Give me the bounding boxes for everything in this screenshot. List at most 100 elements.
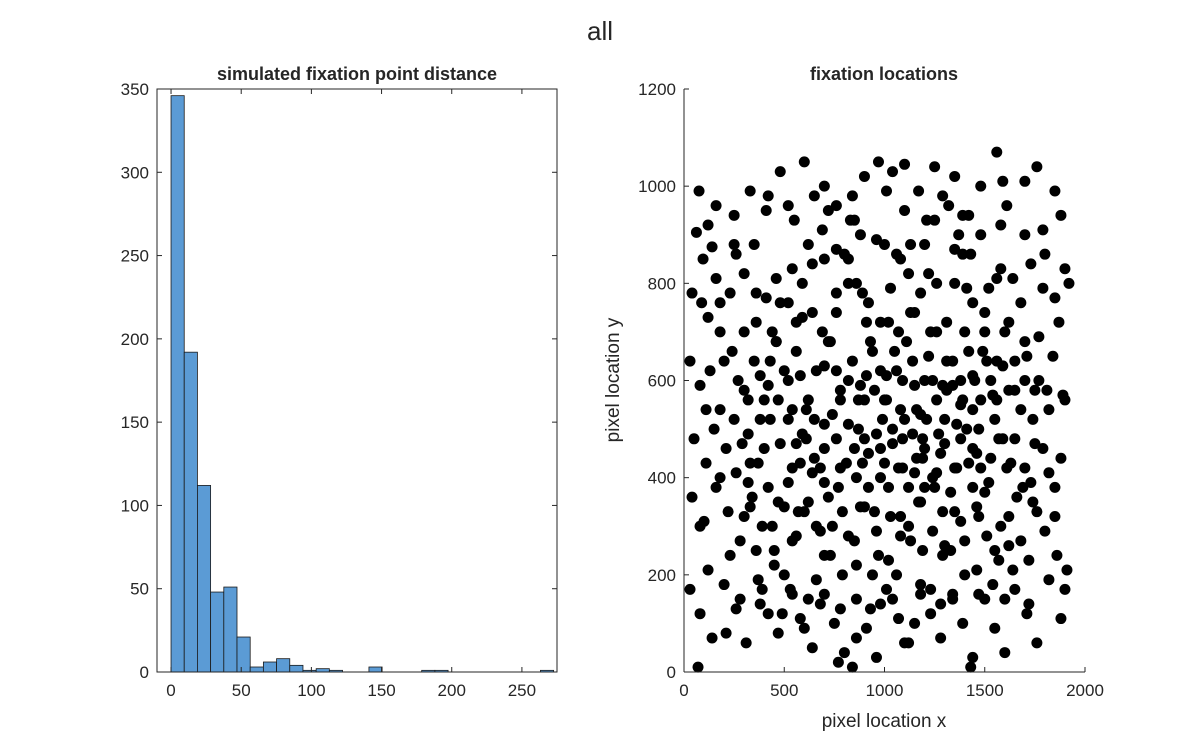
scatter-point bbox=[744, 457, 756, 469]
histogram-bar bbox=[197, 485, 212, 673]
scatter-point bbox=[881, 185, 893, 197]
scatter-point bbox=[782, 375, 794, 386]
scatter-point bbox=[808, 413, 820, 425]
scatter-point bbox=[941, 316, 953, 328]
scatter-point bbox=[736, 438, 748, 450]
scatter-point bbox=[814, 598, 826, 610]
scatter-point bbox=[927, 472, 939, 484]
scatter-point bbox=[917, 433, 929, 445]
scatter-point bbox=[774, 166, 786, 178]
scatter-point bbox=[800, 433, 812, 445]
scatter-point bbox=[921, 214, 933, 226]
scatter-point bbox=[738, 511, 750, 523]
scatter-point bbox=[738, 384, 750, 396]
scatter-point bbox=[790, 316, 802, 328]
scatter-point bbox=[810, 574, 822, 586]
scatter-point bbox=[870, 525, 882, 537]
scatter-point bbox=[1019, 229, 1031, 241]
scatter-point bbox=[776, 608, 788, 620]
scatter-point bbox=[710, 200, 722, 212]
histogram-chart: simulated fixation point distance 0 50 100… bbox=[121, 64, 558, 700]
scatter-point bbox=[794, 370, 806, 382]
scatter-point bbox=[895, 404, 907, 416]
scatter-point bbox=[742, 394, 754, 406]
scatter-point bbox=[915, 579, 927, 591]
scatter-point bbox=[1001, 200, 1013, 212]
scatter-point bbox=[1049, 292, 1061, 304]
scatter-point bbox=[818, 549, 830, 561]
scatter-point bbox=[728, 413, 740, 425]
scatter-point bbox=[879, 457, 890, 469]
scatter-point bbox=[993, 554, 1005, 566]
scatter-point bbox=[917, 545, 929, 557]
scatter-point bbox=[1017, 481, 1029, 493]
scatter-point bbox=[754, 598, 766, 610]
scatter-point bbox=[818, 418, 830, 430]
scatter-point bbox=[997, 175, 1009, 187]
scatter-point bbox=[722, 506, 734, 518]
scatter-point bbox=[692, 661, 704, 673]
scatter-point bbox=[959, 535, 971, 547]
scatter-point bbox=[895, 530, 907, 542]
scatter-point bbox=[973, 588, 985, 600]
scatter-point bbox=[935, 447, 947, 459]
scatter-point bbox=[881, 394, 893, 406]
scatter-point bbox=[778, 569, 790, 581]
scatter-point bbox=[864, 603, 876, 615]
scatter-point bbox=[758, 443, 770, 455]
scatter-points bbox=[684, 146, 1075, 673]
scatter-point bbox=[1023, 598, 1035, 610]
scatter-point bbox=[862, 297, 874, 309]
scatter-point bbox=[724, 287, 736, 299]
scatter-point bbox=[758, 394, 770, 406]
scatter-point bbox=[852, 423, 864, 435]
scatter-point bbox=[961, 423, 973, 435]
scatter-point bbox=[734, 535, 746, 547]
scatter-point bbox=[718, 579, 730, 591]
scatter-point bbox=[989, 622, 1001, 634]
scatter-point bbox=[929, 481, 941, 493]
scatter-point bbox=[1049, 481, 1061, 493]
scatter-point bbox=[995, 219, 1007, 231]
scatter-point bbox=[903, 520, 915, 532]
scatter-point bbox=[1015, 535, 1027, 547]
scatter-point bbox=[995, 520, 1007, 532]
scatter-point bbox=[945, 486, 957, 498]
scatter-point bbox=[939, 413, 951, 425]
scatter-point bbox=[702, 311, 714, 323]
scatter-point bbox=[969, 375, 981, 386]
scatter-point bbox=[1029, 438, 1041, 450]
scatter-point bbox=[975, 394, 987, 406]
scatter-point bbox=[1059, 394, 1071, 406]
scatter-point bbox=[782, 200, 794, 212]
scatter-point bbox=[909, 379, 921, 391]
scatter-point bbox=[814, 462, 826, 474]
scatter-point bbox=[1039, 248, 1051, 260]
histogram-ytick-label: 50 bbox=[130, 580, 149, 599]
histogram-bar bbox=[276, 658, 291, 673]
scatter-point bbox=[766, 520, 778, 532]
scatter-point bbox=[1031, 506, 1043, 518]
scatter-point bbox=[911, 452, 923, 464]
scatter-point bbox=[850, 472, 862, 484]
scatter-point bbox=[919, 375, 931, 386]
scatter-point bbox=[802, 593, 814, 605]
scatter-point bbox=[690, 226, 702, 238]
scatter-point bbox=[728, 209, 740, 221]
scatter-point bbox=[1019, 175, 1031, 187]
scatter-point bbox=[866, 345, 878, 357]
scatter-point bbox=[957, 248, 969, 260]
scatter-point bbox=[742, 477, 754, 489]
scatter-point bbox=[1031, 161, 1043, 173]
scatter-point bbox=[832, 481, 844, 493]
scatter-point bbox=[947, 379, 959, 391]
scatter-point bbox=[830, 365, 842, 377]
scatter-point bbox=[951, 418, 963, 430]
scatter-point bbox=[963, 457, 975, 469]
scatter-point bbox=[826, 520, 838, 532]
scatter-point bbox=[806, 642, 818, 654]
scatter-point bbox=[933, 428, 945, 440]
scatter-point bbox=[989, 545, 1001, 557]
scatter-point bbox=[770, 272, 782, 284]
scatter-point bbox=[760, 292, 772, 304]
